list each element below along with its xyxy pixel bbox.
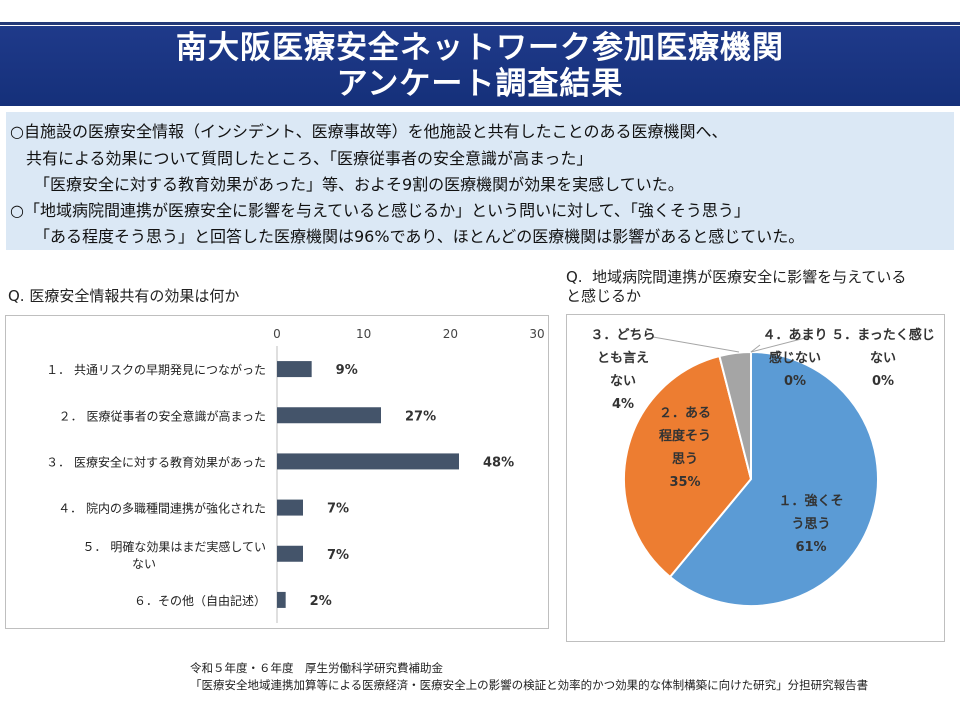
pie-slice-label: １．強くそ: [778, 493, 843, 509]
footer-line-2: 「医療安全地域連携加算等による医療経済・医療安全上の影響の検証と効率的かつ効果的…: [190, 678, 869, 692]
bar-data-label: 7%: [327, 548, 349, 563]
pie-slice-label: ２．ある: [659, 406, 711, 421]
pie-slice: [623, 354, 753, 579]
x-tick-label: 20: [443, 327, 458, 341]
pie-value-label: 0%: [872, 374, 894, 389]
pie-value-label: 0%: [784, 374, 806, 389]
bar-chart-panel: 0 10 20 30 １． 共通リスクの早期発見につながった 9% ２． 医療従事者の安全意…: [5, 315, 549, 629]
pie-chart: １．強くそう思う61%２．ある程度そう思う35%３．どちらとも言えない4%４．あ…: [590, 327, 935, 607]
bar-chart-question: Q. 医療安全情報共有の効果は何か: [8, 287, 240, 305]
bar: [277, 453, 459, 470]
category-label: ５． 明確な効果はまだ実感してい: [83, 539, 266, 554]
pie-slice-label: ３．どちら: [590, 328, 655, 343]
category-label: １． 共通リスクの早期発見につながった: [46, 362, 266, 377]
bar-data-label: 48%: [483, 455, 514, 470]
pie-slice-label: 程度そう: [659, 428, 711, 444]
pie-value-label: 4%: [612, 397, 634, 412]
summary-line-1: ○自施設の医療安全情報（インシデント、医療事故等）を他施設と共有したことのある医…: [10, 122, 728, 141]
pie-slice-label: う思う: [791, 517, 830, 532]
pie-value-label: 61%: [795, 540, 826, 555]
category-label: ３． 医療安全に対する教育効果があった: [46, 454, 266, 469]
summary-line-4: ○「地域病院間連携が医療安全に影響を与えていると感じるか」という問いに対して、「…: [10, 201, 750, 220]
category-label: ２． 医療従事者の安全意識が高まった: [59, 408, 266, 423]
summary-box: ○自施設の医療安全情報（インシデント、医療事故等）を他施設と共有したことのある医…: [6, 112, 954, 250]
pie-slice: [718, 350, 752, 480]
category-label: ４． 院内の多職種間連携が強化された: [58, 501, 266, 516]
pie-slice-label: 感じない: [769, 350, 821, 366]
leader-line: [750, 344, 761, 353]
bar-chart: 0 10 20 30 １． 共通リスクの早期発見につながった 9% ２． 医療従事者の安全意…: [46, 327, 545, 623]
pie-slice: [668, 350, 879, 607]
summary-line-5: 「ある程度そう思う」と回答した医療機関は96%であり、ほとんどの医療機関は影響が…: [34, 227, 805, 246]
pie-slice-label: ５．まったく感じ: [831, 327, 934, 343]
category-label: ６．その他（自由記述）: [134, 593, 266, 608]
bar-data-label: 2%: [310, 594, 332, 609]
bar-data-label: 27%: [405, 409, 436, 424]
bar: [277, 591, 286, 608]
page-title-line1: 南大阪医療安全ネットワーク参加医療機関: [176, 30, 784, 66]
bar-data-label: 9%: [336, 363, 358, 378]
pie-slice-label: とも言え: [597, 350, 649, 366]
bar: [277, 361, 312, 378]
pie-slice-label: ４．あまり: [762, 328, 827, 343]
x-tick-label: 30: [529, 327, 544, 341]
x-tick-label: 0: [273, 327, 281, 341]
bar-data-label: 7%: [327, 502, 349, 517]
bar: [277, 499, 303, 516]
category-label: ない: [132, 557, 156, 571]
pie-chart-question: Q. 地域病院間連携が医療安全に影響を与えている と感じるか: [566, 268, 907, 305]
x-tick-label: 10: [356, 327, 371, 341]
title-banner: 南大阪医療安全ネットワーク参加医療機関 アンケート調査結果: [0, 26, 960, 106]
summary-line-2: 共有による効果について質問したところ、「医療従事者の安全意識が高まった」: [26, 149, 593, 168]
pie-slice-label: ない: [870, 351, 896, 366]
bar: [277, 407, 381, 424]
summary-line-3: 「医療安全に対する教育効果があった」等、およそ9割の医療機関が効果を実感していた…: [34, 175, 684, 194]
footer-line-1: 令和５年度・６年度 厚生労働科学研究費補助金: [190, 661, 443, 675]
leader-line: [750, 336, 810, 353]
pie-slice-label: ない: [610, 374, 636, 389]
header-top-line: [0, 22, 960, 25]
pie-value-label: 35%: [669, 475, 700, 490]
pie-chart-panel: １．強くそ う思う 61% ２．ある 程度そう 思う 35% ３．どちら とも言え ない 4% ４．あ…: [566, 314, 945, 642]
bar: [277, 545, 303, 562]
pie-slice-label: 思う: [672, 452, 698, 467]
leader-line: [652, 336, 740, 353]
page-title-line2: アンケート調査結果: [336, 66, 624, 102]
